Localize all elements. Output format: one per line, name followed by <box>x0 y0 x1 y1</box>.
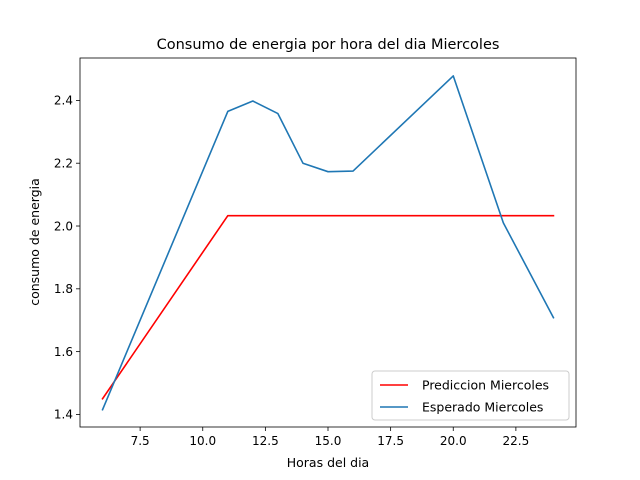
x-axis: 7.5 10.0 12.5 15.0 17.5 20.0 22.5 <box>131 427 530 448</box>
x-tick-label: 7.5 <box>131 434 150 448</box>
x-axis-label: Horas del dia <box>287 455 369 470</box>
y-axis-label: consumo de energia <box>27 178 42 306</box>
legend-label-1: Prediccion Miercoles <box>422 378 549 393</box>
y-tick-label: 2.0 <box>54 219 73 233</box>
series-line-1 <box>101 214 555 400</box>
y-tick-label: 1.6 <box>54 345 73 359</box>
x-tick-label: 15.0 <box>315 434 342 448</box>
y-axis: 1.4 1.6 1.8 2.0 2.2 2.4 <box>54 94 80 422</box>
y-tick-label: 2.2 <box>54 157 73 171</box>
y-tick-label: 2.4 <box>54 94 73 108</box>
y-tick-label: 1.4 <box>54 408 73 422</box>
legend-label-2: Esperado Miercoles <box>422 400 543 415</box>
x-tick-label: 20.0 <box>440 434 467 448</box>
legend: Prediccion Miercoles Esperado Miercoles <box>371 370 570 421</box>
chart-title: Consumo de energia por hora del dia Mier… <box>157 37 500 53</box>
series-line-2 <box>101 75 555 411</box>
x-tick-label: 10.0 <box>189 434 216 448</box>
y-tick-label: 1.8 <box>54 282 73 296</box>
plot-area <box>101 75 555 411</box>
legend-box <box>371 370 570 421</box>
x-tick-label: 22.5 <box>503 434 530 448</box>
x-tick-label: 17.5 <box>377 434 404 448</box>
x-tick-label: 12.5 <box>252 434 279 448</box>
